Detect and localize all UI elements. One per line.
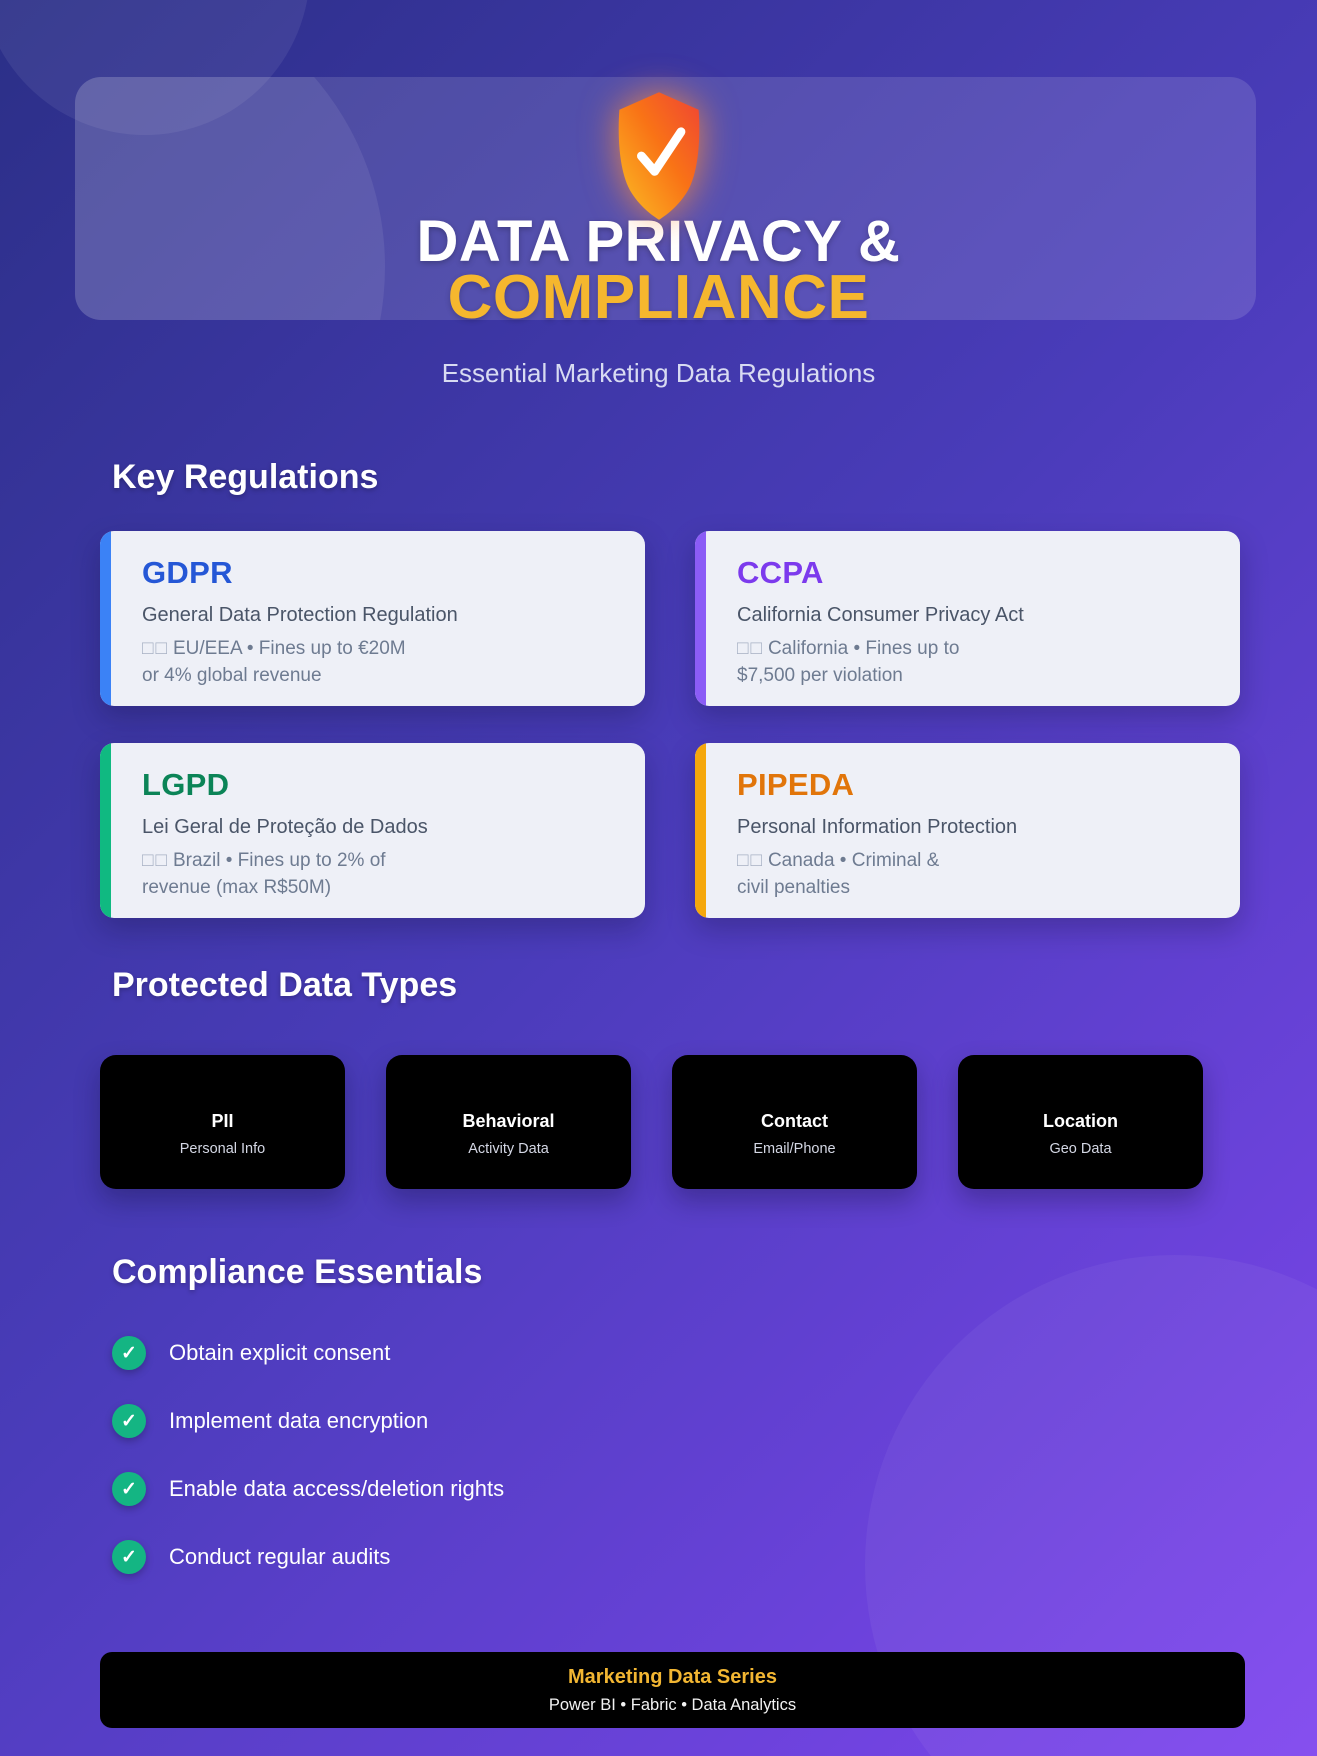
regulation-detail: □□ California • Fines up to $7,500 per vi… bbox=[737, 636, 1216, 690]
data-types-row: PII Personal Info Behavioral Activity Da… bbox=[100, 1055, 1240, 1189]
regulation-name: PIPEDA bbox=[737, 767, 855, 802]
data-type-title: Contact bbox=[761, 1111, 828, 1131]
regulation-name: LGPD bbox=[142, 767, 230, 802]
footer-title: Marketing Data Series bbox=[568, 1665, 777, 1688]
regulations-heading: Key Regulations bbox=[112, 458, 379, 496]
regulation-detail: □□ Brazil • Fines up to 2% of revenue (ma… bbox=[142, 848, 621, 902]
checklist-item: ✓ Enable data access/deletion rights bbox=[112, 1472, 504, 1506]
data-type-subtitle: Personal Info bbox=[179, 1141, 266, 1157]
data-type-card-contact: Contact Email/Phone bbox=[672, 1055, 917, 1189]
regulation-full-name: Personal Information Protection bbox=[737, 816, 1018, 838]
check-circle-icon: ✓ bbox=[112, 1404, 146, 1438]
check-glyph: ✓ bbox=[121, 1342, 137, 1364]
page-title-line2: COMPLIANCE bbox=[447, 263, 870, 332]
regulation-detail-line1: Brazil • Fines up to 2% of bbox=[172, 850, 386, 871]
header-banner bbox=[75, 77, 1256, 320]
regulation-detail-line1: California • Fines up to bbox=[767, 638, 960, 659]
regulation-detail: □□ EU/EEA • Fines up to €20M or 4% global… bbox=[142, 636, 621, 690]
regulation-detail: □□ Canada • Criminal & civil penalties bbox=[737, 848, 1216, 902]
essentials-checklist: ✓ Obtain explicit consent ✓ Implement da… bbox=[112, 1336, 504, 1608]
data-type-title: PII bbox=[211, 1111, 234, 1131]
regulation-detail-line2: civil penalties bbox=[737, 876, 850, 898]
essentials-heading: Compliance Essentials bbox=[112, 1253, 483, 1291]
regulation-detail-line2: $7,500 per violation bbox=[737, 664, 903, 686]
checklist-item-label: Enable data access/deletion rights bbox=[169, 1476, 505, 1501]
shield-icon bbox=[618, 92, 700, 220]
check-glyph: ✓ bbox=[121, 1410, 137, 1432]
accent-bar bbox=[100, 531, 111, 706]
flag-placeholder-icon: □□ bbox=[142, 638, 169, 659]
flag-placeholder-icon: □□ bbox=[737, 638, 764, 659]
data-types-heading: Protected Data Types bbox=[112, 966, 458, 1004]
regulation-detail-line2: or 4% global revenue bbox=[142, 664, 322, 686]
regulation-detail-line1: EU/EEA • Fines up to €20M bbox=[172, 638, 406, 659]
page-title-line1: DATA PRIVACY & bbox=[416, 209, 901, 274]
checklist-item: ✓ Implement data encryption bbox=[112, 1404, 504, 1438]
data-type-card-location: Location Geo Data bbox=[958, 1055, 1203, 1189]
check-circle-icon: ✓ bbox=[112, 1472, 146, 1506]
regulation-full-name: California Consumer Privacy Act bbox=[737, 604, 1024, 626]
data-type-title: Location bbox=[1043, 1111, 1118, 1131]
decorative-circle-header bbox=[75, 77, 385, 320]
data-type-card-behavioral: Behavioral Activity Data bbox=[386, 1055, 631, 1189]
regulation-card-pipeda: PIPEDA Personal Information Protection □… bbox=[695, 743, 1240, 918]
regulation-card-ccpa: CCPA California Consumer Privacy Act □□ C… bbox=[695, 531, 1240, 706]
flag-placeholder-icon: □□ bbox=[142, 850, 169, 871]
accent-bar bbox=[695, 743, 706, 918]
regulation-name: GDPR bbox=[142, 555, 233, 590]
footer-subtitle: Power BI • Fabric • Data Analytics bbox=[548, 1695, 797, 1714]
checklist-item-label: Implement data encryption bbox=[169, 1408, 429, 1433]
regulation-card-gdpr: GDPR General Data Protection Regulation … bbox=[100, 531, 645, 706]
data-type-subtitle: Activity Data bbox=[468, 1141, 549, 1157]
page-subtitle: Essential Marketing Data Regulations bbox=[441, 358, 876, 388]
regulation-detail-line1: Canada • Criminal & bbox=[767, 850, 940, 871]
checklist-item: ✓ Conduct regular audits bbox=[112, 1540, 504, 1574]
checklist-item-label: Conduct regular audits bbox=[169, 1544, 391, 1569]
data-type-card-pii: PII Personal Info bbox=[100, 1055, 345, 1189]
data-type-subtitle: Email/Phone bbox=[753, 1141, 836, 1157]
flag-placeholder-icon: □□ bbox=[737, 850, 764, 871]
check-circle-icon: ✓ bbox=[112, 1336, 146, 1370]
checklist-item: ✓ Obtain explicit consent bbox=[112, 1336, 504, 1370]
footer-banner: Marketing Data Series Power BI • Fabric … bbox=[100, 1652, 1245, 1728]
data-type-subtitle: Geo Data bbox=[1049, 1141, 1112, 1157]
regulation-name: CCPA bbox=[737, 555, 824, 590]
data-type-title: Behavioral bbox=[462, 1111, 555, 1131]
checklist-item-label: Obtain explicit consent bbox=[169, 1340, 391, 1365]
accent-bar bbox=[100, 743, 111, 918]
regulation-full-name: General Data Protection Regulation bbox=[142, 604, 458, 626]
check-glyph: ✓ bbox=[121, 1546, 137, 1568]
regulation-detail-line2: revenue (max R$50M) bbox=[142, 876, 332, 898]
regulations-grid: GDPR General Data Protection Regulation … bbox=[100, 531, 1240, 918]
regulation-full-name: Lei Geral de Proteção de Dados bbox=[142, 816, 428, 838]
check-circle-icon: ✓ bbox=[112, 1540, 146, 1574]
accent-bar bbox=[695, 531, 706, 706]
regulation-card-lgpd: LGPD Lei Geral de Proteção de Dados □□ Br… bbox=[100, 743, 645, 918]
shield-check-icon bbox=[603, 90, 715, 222]
check-glyph: ✓ bbox=[121, 1478, 137, 1500]
